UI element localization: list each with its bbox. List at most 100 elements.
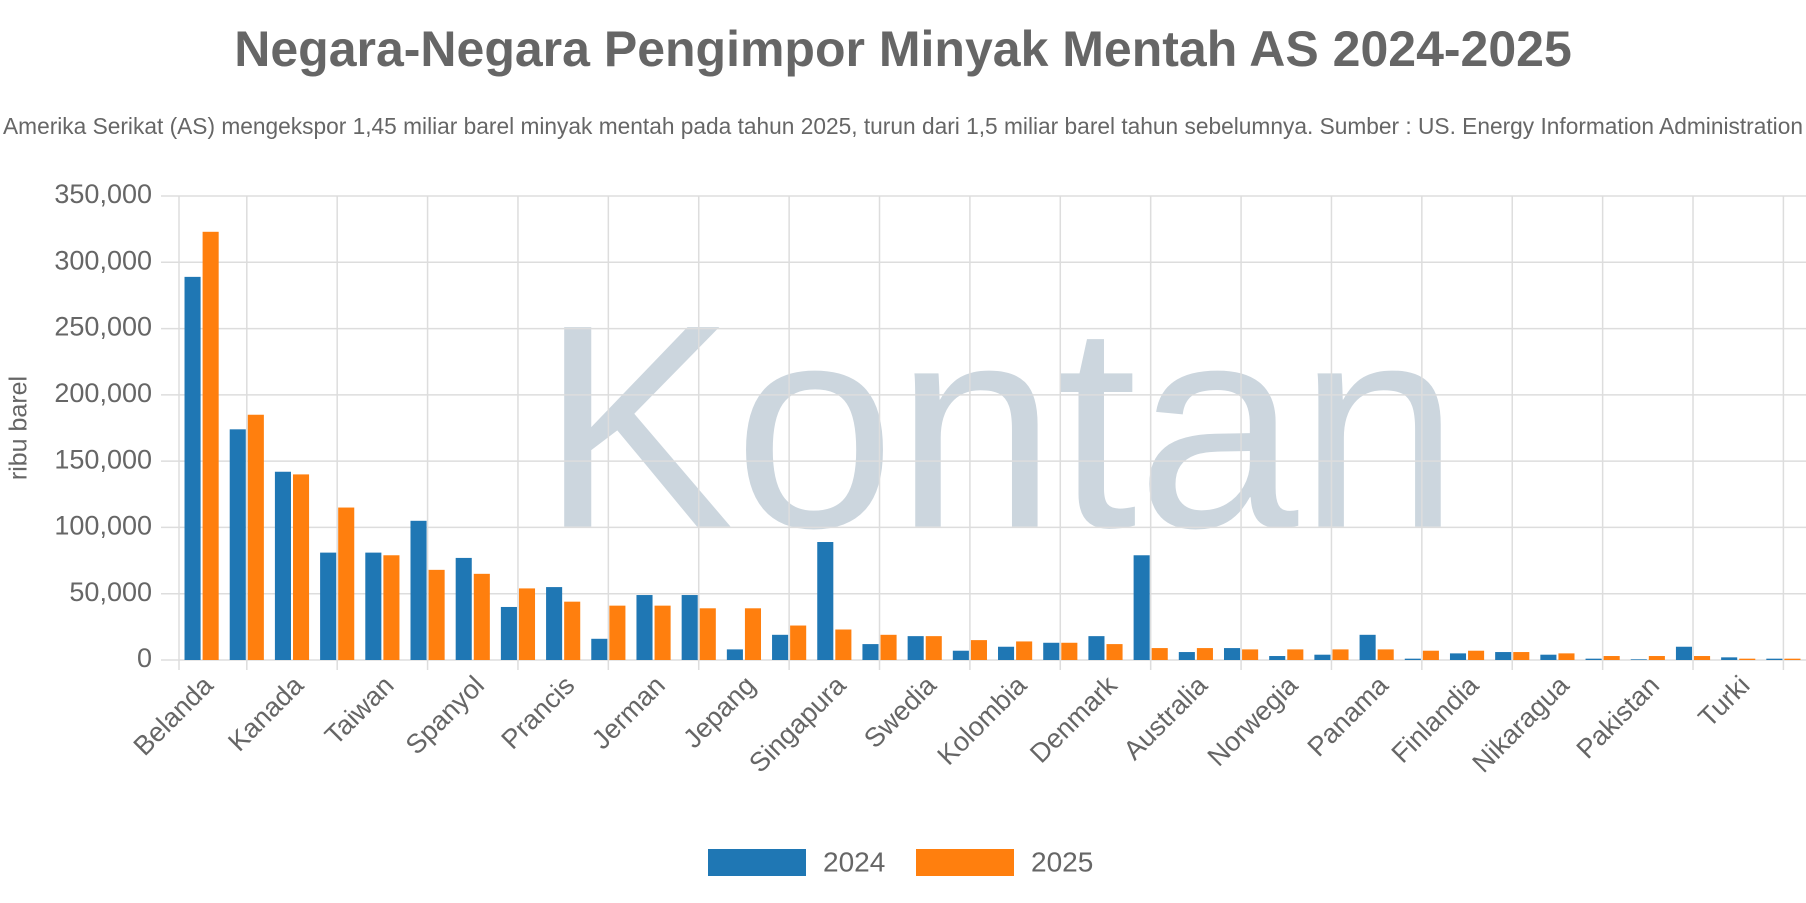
x-tick-label: Kanada	[222, 669, 310, 757]
y-tick-label: 100,000	[54, 511, 152, 541]
x-tick-label: Singapura	[743, 669, 852, 778]
bar	[274, 471, 291, 660]
legend-label: 2025	[1031, 846, 1093, 877]
bar	[1178, 652, 1195, 660]
y-tick-label: 50,000	[69, 577, 152, 607]
chart-subtitle: Amerika Serikat (AS) mengekspor 1,45 mil…	[3, 113, 1803, 139]
x-tick-label: Jepang	[677, 670, 761, 754]
bar	[320, 552, 337, 660]
bar	[410, 520, 427, 660]
bar	[790, 625, 807, 660]
legend-swatch	[916, 849, 1014, 876]
x-tick-label: Taiwan	[319, 670, 400, 751]
bar	[681, 595, 698, 660]
bar	[1043, 642, 1060, 660]
bar	[998, 646, 1015, 660]
bar	[925, 636, 942, 660]
bar	[473, 573, 490, 660]
bar	[726, 649, 743, 660]
bar	[636, 595, 653, 660]
bar	[907, 636, 924, 660]
bar	[817, 542, 834, 660]
bar	[1269, 656, 1286, 660]
bar	[365, 552, 382, 660]
bar	[1061, 642, 1078, 660]
y-tick-label: 300,000	[54, 245, 152, 275]
bar	[1540, 654, 1557, 660]
x-tick-label: Denmark	[1024, 670, 1123, 769]
y-tick-label: 150,000	[54, 444, 152, 474]
bar	[1585, 658, 1602, 660]
x-tick-label: Kolombia	[932, 669, 1034, 771]
bar	[952, 650, 969, 660]
bar	[1495, 652, 1512, 660]
bar	[1377, 649, 1394, 660]
bar	[338, 507, 355, 660]
bar	[1648, 656, 1665, 660]
x-tick-label: Nikaragua	[1466, 669, 1575, 778]
bar	[1603, 656, 1620, 660]
bar	[1332, 649, 1349, 660]
bar	[1133, 555, 1150, 660]
bar	[1766, 658, 1783, 660]
x-tick-label: Turki	[1693, 670, 1756, 733]
y-axis-label: ribu barel	[5, 376, 33, 480]
chart-title: Negara-Negara Pengimpor Minyak Mentah AS…	[234, 21, 1572, 77]
bar	[744, 608, 762, 660]
bar	[428, 569, 445, 660]
bar	[835, 629, 852, 660]
x-tick-label: Norwegia	[1202, 669, 1305, 772]
bar	[1721, 657, 1738, 660]
bar	[1106, 644, 1123, 660]
bar	[1016, 641, 1033, 660]
x-tick-label: Pakistan	[1571, 670, 1665, 764]
y-tick-label: 0	[137, 643, 152, 673]
x-tick-label: Panama	[1302, 669, 1395, 762]
bar	[1359, 634, 1376, 660]
bar	[1287, 649, 1304, 660]
bar	[292, 474, 310, 660]
x-tick-label: Australia	[1118, 669, 1214, 765]
bar	[1558, 653, 1575, 660]
bar	[970, 640, 987, 660]
y-tick-label: 200,000	[54, 378, 152, 408]
y-tick-label: 350,000	[54, 179, 152, 209]
bar	[1088, 636, 1105, 660]
bar	[1694, 656, 1711, 660]
y-tick-label: 250,000	[54, 312, 152, 342]
watermark: Kontan	[540, 265, 1459, 589]
bar	[591, 638, 608, 660]
bar	[383, 555, 400, 660]
bar	[654, 605, 671, 660]
x-tick-label: Spanyol	[400, 670, 490, 760]
bar	[1242, 649, 1259, 660]
bar	[1784, 658, 1801, 660]
bar	[862, 644, 879, 660]
x-tick-label: Jerman	[586, 670, 671, 755]
x-tick-label: Swedia	[858, 669, 943, 754]
bar	[229, 429, 246, 660]
bar	[1151, 648, 1168, 660]
bar	[1739, 658, 1756, 660]
bar	[247, 414, 264, 660]
bar	[202, 231, 219, 660]
bar	[1468, 650, 1485, 660]
bar	[880, 634, 897, 660]
bar	[455, 557, 472, 660]
legend-swatch	[708, 849, 806, 876]
bar	[1422, 650, 1439, 660]
bar	[1675, 646, 1693, 660]
legend-label: 2024	[823, 846, 885, 877]
bar	[184, 276, 201, 660]
bar	[546, 587, 563, 660]
x-tick-label: Prancis	[496, 670, 581, 755]
bar	[772, 634, 789, 660]
bar	[609, 605, 626, 660]
x-tick-label: Belanda	[128, 669, 220, 761]
bar	[1314, 654, 1331, 660]
bar	[1449, 653, 1467, 660]
bar	[1404, 658, 1421, 660]
bar	[699, 608, 716, 660]
